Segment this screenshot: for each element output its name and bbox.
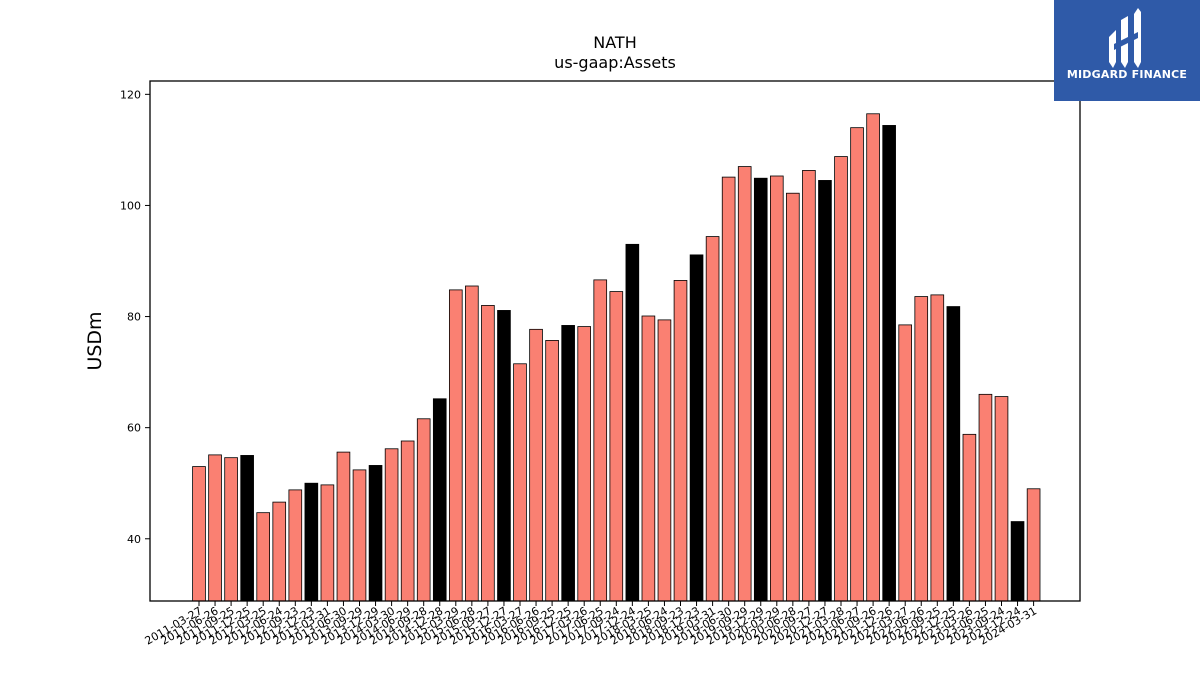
bar-2016-09-25 [545,340,559,602]
midgard-finance-logo: MIDGARD FINANCE [1054,0,1200,101]
bar-2015-09-27 [481,305,495,602]
bar-2022-09-25 [930,294,945,602]
plot-area-frame [149,80,1081,602]
bar-2018-06-24 [657,319,672,602]
bar-2014-03-30 [384,448,399,602]
x-ticks-group: 2011-03-272011-06-262011-09-252011-12-25… [143,601,1039,648]
bar-2020-09-27 [802,170,816,602]
bar-2023-12-24 [1010,521,1025,602]
bar-2023-03-26 [962,433,977,602]
bar-2016-12-25 [561,325,575,602]
bar-2018-03-25 [641,315,656,602]
bar-2022-03-27 [898,324,912,602]
bar-2019-03-31 [705,236,720,602]
bar-2017-03-26 [577,326,591,602]
bar-2018-12-23 [689,254,704,602]
y-tick-label: 40 [127,533,141,546]
bar-2021-09-26 [866,113,880,602]
bar-2013-03-31 [320,484,335,602]
bar-2016-03-27 [513,363,527,602]
bar-2016-06-26 [529,328,543,602]
bar-2011-06-26 [208,454,222,602]
bar-2014-12-28 [432,398,447,602]
bar-2012-03-25 [256,512,270,602]
bar-2014-06-29 [400,440,415,602]
bar-2013-06-30 [336,451,351,602]
bar-2014-09-28 [416,418,431,602]
bar-2012-12-23 [304,482,319,602]
bar-2020-12-27 [818,180,832,602]
bar-2022-12-25 [946,306,961,602]
bar-2012-06-24 [272,501,287,602]
bar-2023-06-25 [978,393,993,602]
bar-2021-06-27 [850,127,864,602]
bar-2011-03-27 [192,466,206,602]
bar-2019-06-30 [721,176,736,602]
bar-2021-12-26 [882,125,896,602]
bar-2013-09-29 [352,469,367,602]
bar-2011-09-25 [224,457,238,602]
y-tick-label: 100 [120,199,141,212]
bar-2017-09-24 [609,291,624,602]
bar-2017-12-24 [625,243,640,602]
bar-2020-06-28 [786,192,800,602]
chart-title: NATH [593,33,636,52]
y-tick-label: 120 [120,88,141,101]
bar-2021-03-28 [834,156,848,602]
bar-2017-06-25 [593,279,608,602]
bar-2023-09-24 [994,396,1009,602]
bar-2011-12-25 [240,455,254,602]
y-ticks-group: 40 60 80 100 120 [120,88,150,546]
bar-2013-12-29 [368,465,383,602]
bar-2019-09-29 [737,166,752,602]
bar-2019-12-29 [753,177,768,602]
bar-2015-06-28 [465,285,479,602]
bar-2024-03-31 [1026,488,1041,602]
chart-subtitle: us-gaap:Assets [554,53,676,72]
bars-group [192,113,1041,602]
logo-text: MIDGARD FINANCE [1066,68,1188,81]
bar-2012-09-23 [288,489,303,602]
bar-2020-03-29 [770,175,784,602]
y-tick-label: 80 [127,311,141,324]
bar-2022-06-26 [914,296,929,602]
bar-2015-03-29 [448,289,463,602]
y-axis-label: USDm [84,311,106,370]
y-tick-label: 60 [127,422,141,435]
bar-2015-12-27 [497,310,511,602]
midgard-mark-icon [1109,8,1141,68]
bar-2018-09-23 [673,280,688,602]
